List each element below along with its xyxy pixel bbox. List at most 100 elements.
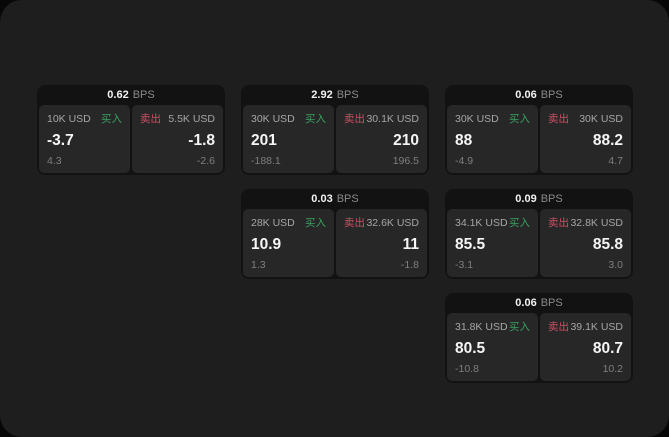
- sell-tile-header: 卖出 5.5K USD: [140, 111, 215, 126]
- sell-tile[interactable]: 卖出 32.6K USD 11 -1.8: [336, 209, 427, 277]
- bps-value: 0.62: [107, 89, 129, 101]
- bps-value: 0.03: [311, 193, 333, 205]
- sell-amount: 30.1K USD: [366, 112, 419, 125]
- buy-tile-header: 31.8K USD 买入: [455, 319, 530, 334]
- sell-price: 210: [393, 131, 419, 149]
- buy-tile[interactable]: 30K USD 买入 201 -188.1: [243, 105, 334, 173]
- bps-value: 0.06: [515, 89, 537, 101]
- sell-tile-header: 卖出 30K USD: [548, 111, 623, 126]
- sell-price: 80.7: [592, 339, 623, 357]
- buy-tile[interactable]: 30K USD 买入 88 -4.9: [447, 105, 538, 173]
- sell-delta: -1.8: [400, 258, 419, 271]
- sell-label: 卖出: [344, 113, 365, 125]
- sell-price: 88.2: [592, 131, 623, 149]
- card-body: 30K USD 买入 88 -4.9 卖出 30K USD 88.2 4.7: [445, 105, 633, 173]
- card-header: 0.06 BPS: [445, 293, 633, 313]
- card-header: 0.09 BPS: [445, 189, 633, 209]
- buy-tile[interactable]: 34.1K USD 买入 85.5 -3.1: [447, 209, 538, 277]
- sell-label: 卖出: [548, 113, 569, 125]
- sell-delta: 3.0: [608, 258, 623, 271]
- bps-unit: BPS: [540, 297, 563, 309]
- buy-tile-header: 30K USD 买入: [455, 111, 530, 126]
- buy-price: 88: [455, 131, 473, 149]
- card-header: 0.62 BPS: [37, 85, 225, 105]
- card-header: 2.92 BPS: [241, 85, 429, 105]
- sell-tile-header: 卖出 32.6K USD: [344, 215, 419, 230]
- quote-card: 0.03 BPS 28K USD 买入 10.9 1.3 卖出 32.6K US…: [241, 189, 429, 279]
- quote-card: 0.62 BPS 10K USD 买入 -3.7 4.3 卖出 5.5K USD…: [37, 85, 225, 175]
- sell-tile[interactable]: 卖出 30.1K USD 210 196.5: [336, 105, 427, 173]
- buy-tile[interactable]: 10K USD 买入 -3.7 4.3: [39, 105, 130, 173]
- sell-amount: 39.1K USD: [570, 320, 623, 333]
- sell-label: 卖出: [548, 321, 569, 333]
- buy-delta: -4.9: [455, 154, 474, 167]
- buy-amount: 10K USD: [47, 112, 91, 125]
- sell-price: 85.8: [592, 235, 623, 253]
- quote-card: 2.92 BPS 30K USD 买入 201 -188.1 卖出 30.1K …: [241, 85, 429, 175]
- sell-tile-header: 卖出 32.8K USD: [548, 215, 623, 230]
- buy-amount: 28K USD: [251, 216, 295, 229]
- buy-price: -3.7: [47, 131, 74, 149]
- sell-price: 11: [402, 235, 419, 253]
- buy-price: 10.9: [251, 235, 282, 253]
- sell-tile[interactable]: 卖出 32.8K USD 85.8 3.0: [540, 209, 631, 277]
- sell-amount: 32.6K USD: [366, 216, 419, 229]
- buy-tile[interactable]: 28K USD 买入 10.9 1.3: [243, 209, 334, 277]
- buy-delta: 1.3: [251, 258, 266, 271]
- buy-amount: 34.1K USD: [455, 216, 508, 229]
- card-body: 28K USD 买入 10.9 1.3 卖出 32.6K USD 11 -1.8: [241, 209, 429, 277]
- sell-amount: 30K USD: [579, 112, 623, 125]
- buy-label: 买入: [101, 113, 122, 125]
- buy-tile-header: 28K USD 买入: [251, 215, 326, 230]
- bps-unit: BPS: [540, 193, 563, 205]
- card-body: 31.8K USD 买入 80.5 -10.8 卖出 39.1K USD 80.…: [445, 313, 633, 381]
- sell-price: -1.8: [188, 131, 215, 149]
- bps-value: 2.92: [311, 89, 333, 101]
- quote-card: 0.06 BPS 31.8K USD 买入 80.5 -10.8 卖出 39.1…: [445, 293, 633, 383]
- card-header: 0.03 BPS: [241, 189, 429, 209]
- buy-tile[interactable]: 31.8K USD 买入 80.5 -10.8: [447, 313, 538, 381]
- bps-unit: BPS: [336, 193, 359, 205]
- card-header: 0.06 BPS: [445, 85, 633, 105]
- sell-delta: 10.2: [602, 362, 623, 375]
- bps-unit: BPS: [132, 89, 155, 101]
- buy-price: 85.5: [455, 235, 486, 253]
- buy-label: 买入: [509, 321, 530, 333]
- bps-value: 0.09: [515, 193, 537, 205]
- buy-price: 80.5: [455, 339, 486, 357]
- sell-tile[interactable]: 卖出 5.5K USD -1.8 -2.6: [132, 105, 223, 173]
- buy-tile-header: 34.1K USD 买入: [455, 215, 530, 230]
- sell-label: 卖出: [548, 217, 569, 229]
- sell-label: 卖出: [140, 113, 161, 125]
- buy-delta: -3.1: [455, 258, 474, 271]
- buy-price: 201: [251, 131, 277, 149]
- sell-tile[interactable]: 卖出 39.1K USD 80.7 10.2: [540, 313, 631, 381]
- bps-unit: BPS: [540, 89, 563, 101]
- sell-delta: -2.6: [196, 154, 215, 167]
- buy-label: 买入: [305, 217, 326, 229]
- card-body: 34.1K USD 买入 85.5 -3.1 卖出 32.8K USD 85.8…: [445, 209, 633, 277]
- buy-label: 买入: [305, 113, 326, 125]
- bps-value: 0.06: [515, 297, 537, 309]
- bps-unit: BPS: [336, 89, 359, 101]
- sell-delta: 4.7: [608, 154, 623, 167]
- sell-label: 卖出: [344, 217, 365, 229]
- buy-tile-header: 30K USD 买入: [251, 111, 326, 126]
- sell-amount: 5.5K USD: [168, 112, 215, 125]
- card-body: 30K USD 买入 201 -188.1 卖出 30.1K USD 210 1…: [241, 105, 429, 173]
- sell-tile[interactable]: 卖出 30K USD 88.2 4.7: [540, 105, 631, 173]
- quote-card: 0.06 BPS 30K USD 买入 88 -4.9 卖出 30K USD 8…: [445, 85, 633, 175]
- sell-amount: 32.8K USD: [570, 216, 623, 229]
- buy-label: 买入: [509, 113, 530, 125]
- buy-label: 买入: [509, 217, 530, 229]
- sell-tile-header: 卖出 39.1K USD: [548, 319, 623, 334]
- buy-amount: 30K USD: [251, 112, 295, 125]
- buy-amount: 30K USD: [455, 112, 499, 125]
- buy-delta: 4.3: [47, 154, 62, 167]
- buy-delta: -188.1: [251, 154, 281, 167]
- buy-tile-header: 10K USD 买入: [47, 111, 122, 126]
- sell-delta: 196.5: [392, 154, 419, 167]
- card-body: 10K USD 买入 -3.7 4.3 卖出 5.5K USD -1.8 -2.…: [37, 105, 225, 173]
- sell-tile-header: 卖出 30.1K USD: [344, 111, 419, 126]
